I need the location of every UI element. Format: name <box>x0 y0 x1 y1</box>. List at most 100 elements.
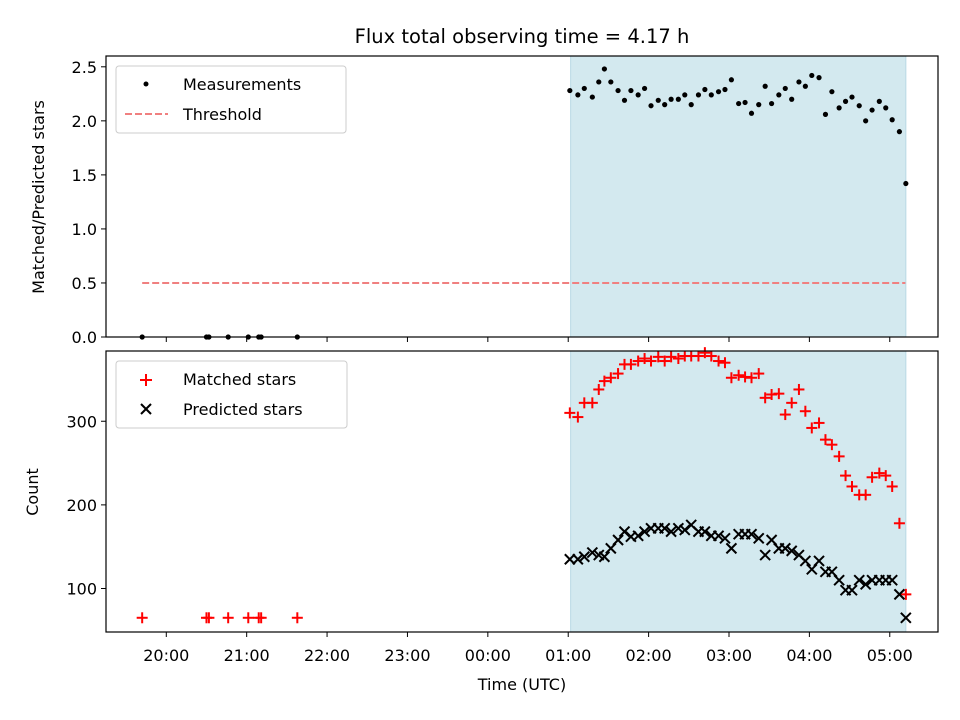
legend-matched-marker <box>140 374 152 386</box>
measurement-point <box>621 97 628 103</box>
matched-star-point <box>880 470 892 482</box>
measurement-point <box>608 79 614 85</box>
predicted-star-point <box>799 555 812 567</box>
predicted-star-point <box>833 574 845 586</box>
bottom-points-layer <box>136 347 912 632</box>
measurement-point <box>695 92 702 98</box>
matched-star-point <box>242 612 254 624</box>
measurement-point <box>628 87 634 94</box>
predicted-star-point <box>779 542 791 555</box>
measurement-point <box>662 102 668 108</box>
matched-star-point <box>759 392 771 404</box>
legend-threshold-label: Threshold <box>182 105 262 124</box>
measurement-point <box>715 89 722 95</box>
predicted-star-point <box>886 574 898 586</box>
matched-star-point <box>672 353 684 365</box>
measurement-point <box>675 96 681 102</box>
matched-star-point <box>572 411 584 423</box>
matched-star-point <box>652 351 664 363</box>
matched-star-point <box>639 353 651 365</box>
matched-star-point <box>733 369 745 381</box>
measurement-point <box>849 94 855 100</box>
top-axes-frame <box>105 55 939 338</box>
measurement-point <box>796 79 802 85</box>
x-tick-label: 23:00 <box>384 646 430 665</box>
predicted-star-point <box>712 530 725 542</box>
matched-star-point <box>819 434 831 446</box>
measurement-point <box>682 92 688 98</box>
top-y-tick-label: 0.0 <box>72 328 97 347</box>
measurement-point <box>836 105 842 111</box>
predicted-star-point <box>598 551 611 563</box>
measurement-point <box>822 111 829 117</box>
measurement-point <box>596 79 602 85</box>
x-tick-label: 20:00 <box>143 646 189 665</box>
measurement-point <box>589 94 595 100</box>
matched-star-point <box>893 517 905 529</box>
predicted-star-point <box>846 584 858 596</box>
measurement-point <box>876 98 882 104</box>
x-tick-label: 00:00 <box>465 646 511 665</box>
matched-star-point <box>632 355 644 367</box>
matched-star-point <box>725 372 737 384</box>
measurement-point <box>567 87 573 94</box>
matched-star-point <box>846 480 858 492</box>
matched-star-point <box>753 368 765 380</box>
matched-star-point <box>598 375 610 387</box>
matched-star-point <box>136 612 148 624</box>
measurement-point <box>883 105 889 111</box>
measurement-point <box>863 118 869 124</box>
matched-star-point <box>692 350 704 362</box>
matched-star-point <box>779 409 791 421</box>
measurement-point <box>789 96 795 102</box>
measurement-point <box>748 110 755 116</box>
matched-star-point <box>773 388 785 400</box>
measurement-point <box>903 180 909 187</box>
top-y-tick-label: 1.5 <box>72 166 97 185</box>
top-y-tick-label: 0.5 <box>72 274 97 293</box>
measurement-point <box>708 92 714 98</box>
x-tick-label: 22:00 <box>304 646 350 665</box>
measurement-point <box>648 103 654 109</box>
matched-star-point <box>291 612 303 624</box>
matched-star-point <box>719 357 731 369</box>
measurement-point <box>601 66 607 72</box>
matched-star-point <box>840 470 852 482</box>
measurement-point <box>842 98 849 104</box>
predicted-star-point <box>586 546 599 559</box>
measurement-point <box>896 129 903 135</box>
measurement-point <box>635 92 641 98</box>
legend-matched-label: Matched stars <box>183 370 296 389</box>
legend-measurements-label: Measurements <box>183 75 301 94</box>
measurement-point <box>782 85 788 92</box>
predicted-star-point <box>893 588 906 601</box>
predicted-star-point <box>813 555 825 567</box>
bottom-legend: Matched stars Predicted stars <box>115 360 348 429</box>
measurement-point <box>776 92 782 98</box>
predicted-star-point <box>632 530 644 542</box>
matched-star-point <box>222 612 234 624</box>
x-axis-label: Time (UTC) <box>477 675 566 694</box>
matched-star-point <box>586 397 598 409</box>
top-y-ticks: 0.0 0.5 1.0 1.5 2.0 2.5 <box>72 58 106 347</box>
measurement-point <box>889 117 895 123</box>
x-tick-label: 04:00 <box>786 646 832 665</box>
measurement-point <box>856 103 862 109</box>
matched-star-point <box>705 350 717 362</box>
predicted-star-point <box>785 545 798 557</box>
matched-star-point <box>665 351 677 363</box>
matched-star-point <box>612 368 624 380</box>
measurement-point <box>702 86 708 93</box>
matched-star-point <box>659 355 671 367</box>
legend-predicted-marker <box>140 403 152 415</box>
matched-star-point <box>826 439 838 451</box>
measurement-point <box>655 97 661 103</box>
measurement-point <box>575 92 581 98</box>
top-axes: 0.0 0.5 1.0 1.5 2.0 2.5 Matched/Predicted sta… <box>29 55 939 347</box>
measurement-point <box>769 100 775 107</box>
matched-star-point <box>860 489 872 501</box>
bottom-y-ticks: 100 200 300 <box>66 412 106 599</box>
predicted-star-point <box>658 522 671 535</box>
matched-star-point <box>833 450 845 462</box>
measurement-point <box>816 75 822 81</box>
